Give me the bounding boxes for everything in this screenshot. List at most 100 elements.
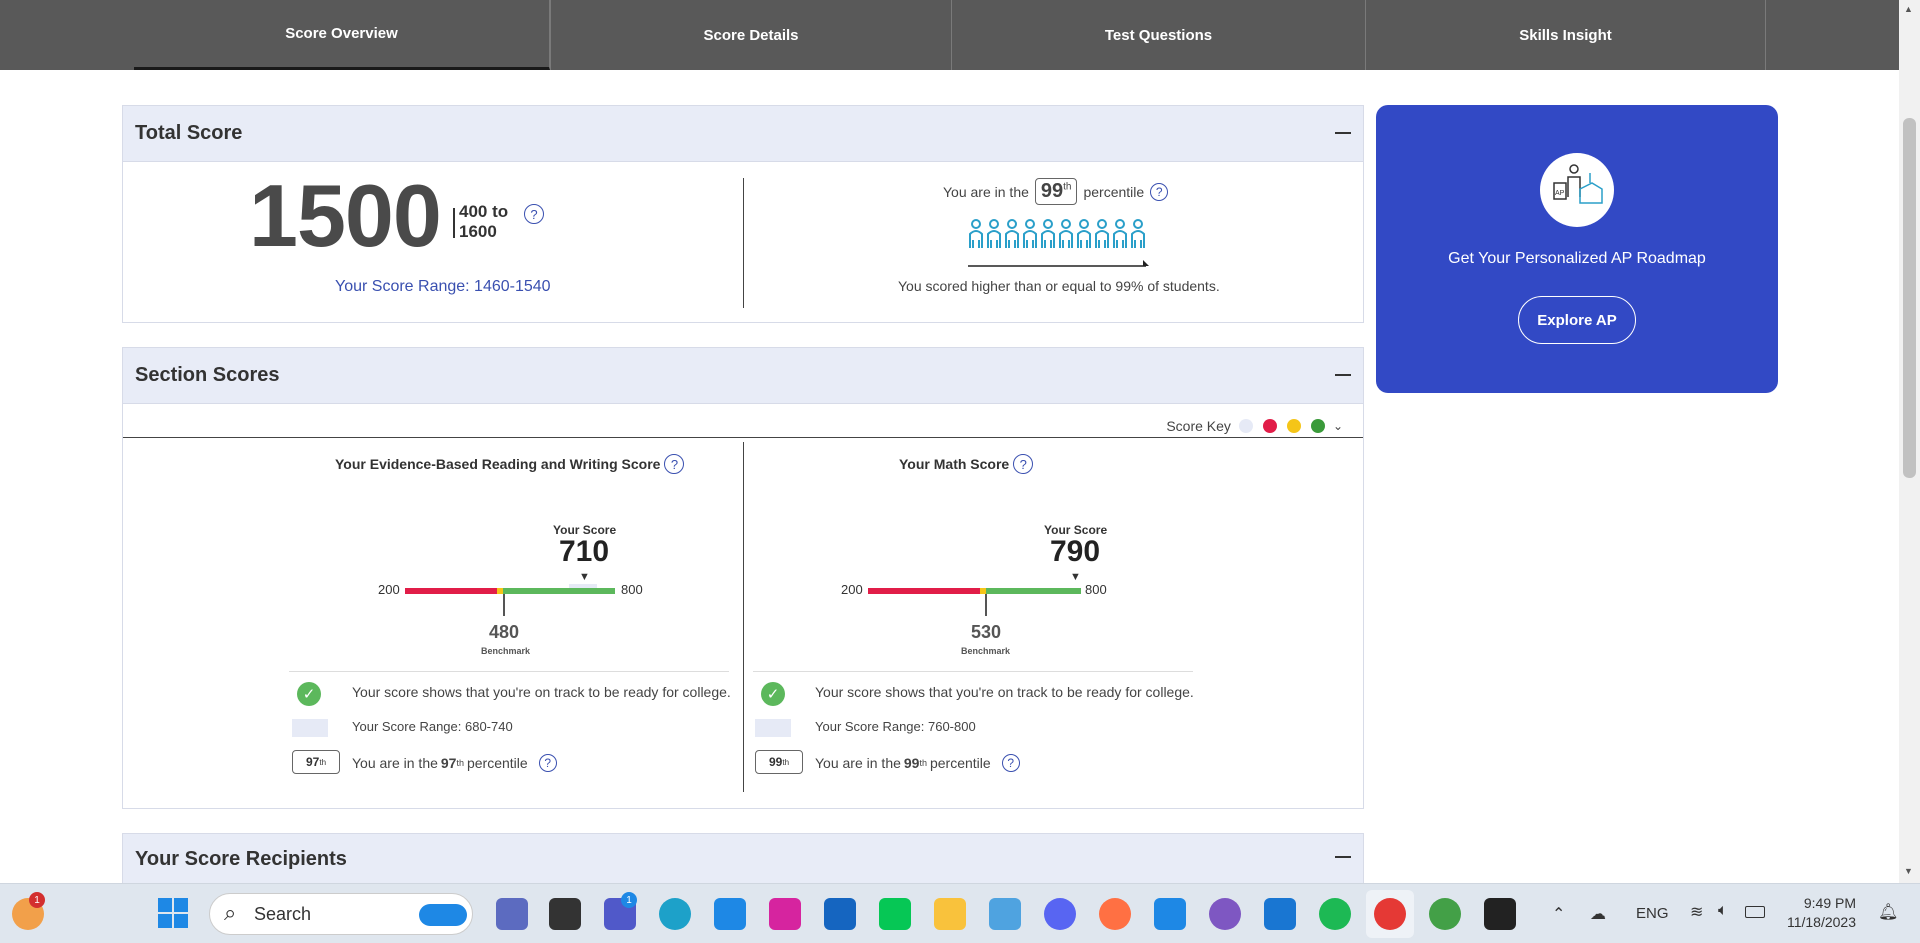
total-score-panel: Total Score 1500 400 to 1600 ? Your Score… xyxy=(122,105,1364,323)
ebrw-score-pointer-icon: ▼ xyxy=(579,571,590,583)
store-icon[interactable] xyxy=(824,898,856,930)
line-icon[interactable] xyxy=(879,898,911,930)
clock[interactable]: 9:49 PM 11/18/2023 xyxy=(1786,895,1856,930)
tab-score-overview[interactable]: Score Overview xyxy=(134,0,550,70)
task-view-icon[interactable] xyxy=(549,898,581,930)
total-score-title: Total Score xyxy=(135,122,243,144)
wifi-icon[interactable]: ≋ xyxy=(1690,904,1704,921)
instagram-icon[interactable] xyxy=(769,898,801,930)
copilot-icon[interactable] xyxy=(419,904,467,926)
ebrw-gauge-green xyxy=(503,588,615,594)
total-score-header[interactable]: Total Score xyxy=(123,106,1363,162)
app-flower-icon[interactable] xyxy=(1209,898,1241,930)
discord-icon[interactable] xyxy=(1044,898,1076,930)
scroll-thumb[interactable] xyxy=(1903,118,1916,478)
scroll-up-arrow-icon[interactable]: ▲ xyxy=(1904,4,1913,14)
math-your-score-label: Your Score xyxy=(1044,523,1108,537)
math-benchmark-label: Benchmark xyxy=(961,646,1011,656)
score-key-yellow-swatch xyxy=(1286,419,1301,433)
section-scores-title: Section Scores xyxy=(135,364,280,386)
score-key-red-swatch xyxy=(1262,419,1277,433)
app-drop-icon[interactable] xyxy=(1099,898,1131,930)
paint-icon[interactable] xyxy=(989,898,1021,930)
score-key[interactable]: Score Key ⌄ xyxy=(1166,418,1343,434)
math-min: 200 xyxy=(841,582,863,597)
ebrw-range: Your Score Range: 680-740 xyxy=(352,719,513,734)
help-icon[interactable]: ? xyxy=(524,204,544,224)
app-pre-icon[interactable] xyxy=(496,898,528,930)
collapse-icon[interactable] xyxy=(1335,374,1351,376)
ebrw-on-track: Your score shows that you're on track to… xyxy=(352,684,731,700)
section-divider-line xyxy=(123,437,1363,438)
ebrw-row-divider xyxy=(289,671,729,672)
total-vertical-divider xyxy=(743,178,744,308)
math-max: 800 xyxy=(1085,582,1107,597)
help-icon[interactable]: ? xyxy=(1150,182,1169,201)
percentile-line: You are in the 99th percentile ? xyxy=(943,178,1169,205)
app-picture-icon[interactable] xyxy=(1264,898,1296,930)
language-indicator[interactable]: ENG xyxy=(1636,905,1669,922)
notion-icon[interactable] xyxy=(1484,898,1516,930)
people-percentile-icon xyxy=(968,219,1149,267)
explore-ap-button[interactable]: Explore AP xyxy=(1518,296,1636,344)
score-key-range-swatch xyxy=(1238,419,1253,433)
tab-score-details[interactable]: Score Details xyxy=(550,0,952,70)
spotify-icon[interactable] xyxy=(1319,898,1351,930)
collapse-icon[interactable] xyxy=(1335,856,1351,858)
svg-text:AP: AP xyxy=(1555,190,1565,197)
weather-badge: 1 xyxy=(29,892,45,908)
tray-chevron-up-icon[interactable]: ⌃ xyxy=(1552,906,1566,923)
ebrw-gauge-red xyxy=(405,588,497,594)
top-navigation: Score Overview Score Details Test Questi… xyxy=(0,0,1899,70)
chrome-profile-icon[interactable] xyxy=(1429,898,1461,930)
ebrw-benchmark-label: Benchmark xyxy=(481,646,531,656)
chevron-down-icon[interactable]: ⌄ xyxy=(1332,419,1343,433)
chrome-icon[interactable] xyxy=(1374,898,1406,930)
score-recipients-panel: Your Score Recipients xyxy=(122,833,1364,884)
tab-skills-insight[interactable]: Skills Insight xyxy=(1366,0,1766,70)
scroll-down-arrow-icon[interactable]: ▼ xyxy=(1904,866,1913,876)
page-scrollbar[interactable]: ▲ ▼ xyxy=(1899,0,1920,883)
help-icon[interactable]: ? xyxy=(538,754,557,772)
total-range-label: 400 to 1600 xyxy=(459,202,509,241)
math-score-pointer-icon: ▼ xyxy=(1070,571,1081,583)
total-score-range: Your Score Range: 1460-1540 xyxy=(335,278,551,295)
ebrw-max: 800 xyxy=(621,582,643,597)
onedrive-icon[interactable]: ☁ xyxy=(1590,906,1606,923)
help-icon[interactable]: ? xyxy=(664,454,685,474)
collapse-icon[interactable] xyxy=(1335,132,1351,134)
ebrw-benchmark-tick xyxy=(503,594,505,616)
tab-test-questions[interactable]: Test Questions xyxy=(952,0,1366,70)
section-scores-header[interactable]: Section Scores xyxy=(123,348,1363,404)
notification-icon[interactable]: 🔔︎ xyxy=(1878,904,1899,921)
battery-icon[interactable] xyxy=(1745,906,1765,918)
edge-icon[interactable] xyxy=(659,898,691,930)
help-icon[interactable]: ? xyxy=(1013,454,1034,474)
help-icon[interactable]: ? xyxy=(1001,754,1020,772)
ap-roadmap-logo-icon: AP xyxy=(1540,153,1614,227)
vscode-icon[interactable] xyxy=(1154,898,1186,930)
mail-icon[interactable] xyxy=(714,898,746,930)
teams-badge: 1 xyxy=(621,892,637,908)
score-recipients-title: Your Score Recipients xyxy=(135,847,347,870)
ebrw-range-swatch xyxy=(292,719,328,737)
ap-roadmap-text: Get Your Personalized AP Roadmap xyxy=(1448,250,1706,267)
math-score: 790 xyxy=(1050,535,1101,568)
score-recipients-header[interactable]: Your Score Recipients xyxy=(123,834,1363,884)
math-range: Your Score Range: 760-800 xyxy=(815,719,976,734)
math-gauge-green xyxy=(986,588,1081,594)
volume-icon[interactable]: 🔈︎ xyxy=(1718,902,1728,919)
score-range-divider xyxy=(453,208,455,238)
windows-taskbar: 1 ⌕ Search 1 ⌃ ☁ ENG ≋ 🔈︎ 9:49 PM 11/18/… xyxy=(0,883,1920,943)
section-scores-panel: Section Scores Score Key ⌄ Your Evidence… xyxy=(122,347,1364,809)
ebrw-title: Your Evidence-Based Reading and Writing … xyxy=(335,454,685,474)
math-gauge-red xyxy=(868,588,980,594)
math-benchmark: 530 xyxy=(971,622,1002,642)
ebrw-gauge-yellow xyxy=(497,588,503,594)
score-key-green-swatch xyxy=(1310,419,1325,433)
file-explorer-icon[interactable] xyxy=(934,898,966,930)
windows-start-icon[interactable] xyxy=(158,898,188,928)
